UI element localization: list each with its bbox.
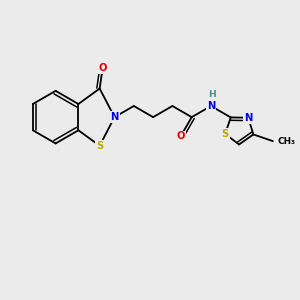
Text: O: O — [98, 63, 107, 73]
Text: N: N — [244, 113, 252, 123]
Text: N: N — [110, 112, 119, 122]
Text: H: H — [208, 89, 216, 98]
Text: S: S — [96, 141, 103, 151]
Text: CH₃: CH₃ — [278, 136, 296, 146]
Text: S: S — [221, 129, 229, 139]
Text: N: N — [207, 101, 215, 111]
Text: O: O — [176, 131, 185, 141]
